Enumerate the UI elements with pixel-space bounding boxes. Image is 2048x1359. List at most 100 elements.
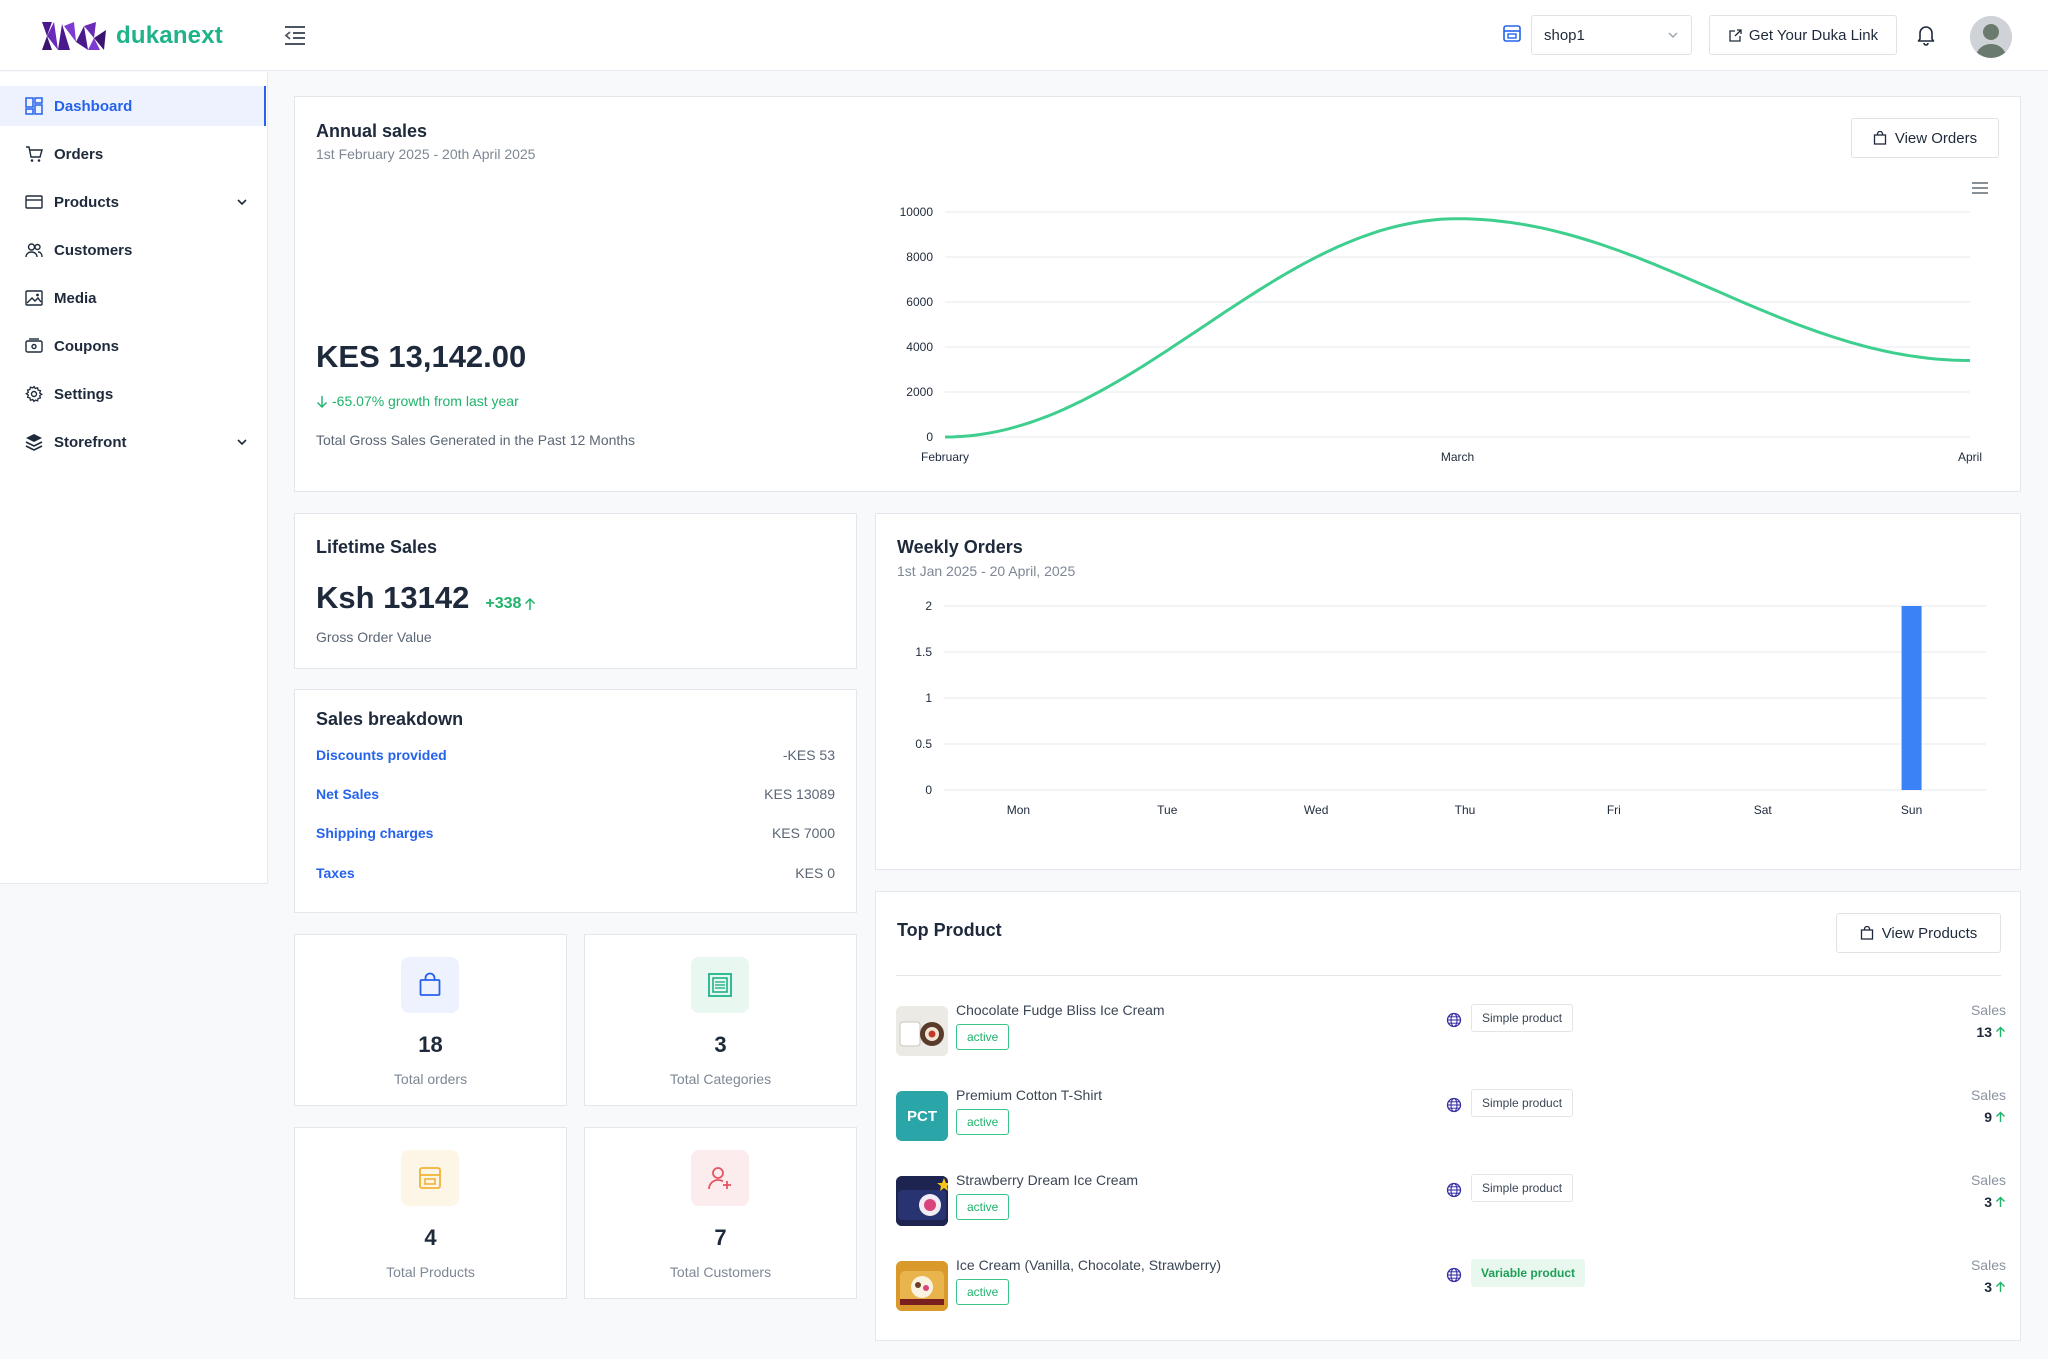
sales-breakdown-card: Sales breakdown Discounts provided -KES … bbox=[294, 689, 857, 913]
sidebar-item-settings[interactable]: Settings bbox=[0, 374, 266, 414]
collapse-menu-icon bbox=[284, 26, 305, 45]
x-tick-label: Sun bbox=[1901, 803, 1922, 817]
status-badge: active bbox=[956, 1194, 1010, 1220]
status-badge: active bbox=[956, 1024, 1010, 1050]
product-type-badge: Simple product bbox=[1471, 1174, 1574, 1202]
list-item[interactable]: Chocolate Fudge Bliss Ice Cream active S… bbox=[896, 996, 2018, 1068]
breakdown-value-net-sales: KES 13089 bbox=[764, 786, 835, 802]
annual-sales-chart: 0 2000 4000 6000 8000 10000 February March April bbox=[900, 205, 1982, 464]
arrow-up-icon bbox=[1996, 1281, 2005, 1292]
list-item[interactable]: Strawberry Dream Ice Cream active Simple… bbox=[896, 1166, 2018, 1238]
status-badge: active bbox=[956, 1109, 1010, 1135]
stat-card-total-orders[interactable]: 18 Total orders bbox=[294, 934, 567, 1106]
product-type-badge: Simple product bbox=[1471, 1004, 1574, 1032]
top-bar: dukanext shop1 Get Your Duka Link bbox=[0, 0, 2048, 71]
box-icon bbox=[25, 193, 43, 211]
image-icon bbox=[25, 289, 43, 307]
y-tick-label: 10000 bbox=[900, 205, 934, 219]
ice-cream-tub-icon bbox=[896, 1261, 948, 1311]
top-product-card: Top Product View Products Chocolate Fudg… bbox=[875, 891, 2021, 1341]
shopping-bag-icon bbox=[1873, 131, 1887, 145]
view-orders-button[interactable]: View Orders bbox=[1851, 118, 1999, 158]
shopping-bag-icon bbox=[419, 972, 441, 996]
shop-select[interactable]: shop1 bbox=[1531, 15, 1692, 55]
avatar[interactable] bbox=[1970, 16, 2012, 58]
y-tick-label: 8000 bbox=[906, 250, 933, 264]
list-item[interactable]: Ice Cream (Vanilla, Chocolate, Strawberr… bbox=[896, 1251, 2018, 1323]
annual-sales-amount: KES 13,142.00 bbox=[316, 339, 527, 374]
breakdown-value-discounts: -KES 53 bbox=[782, 747, 835, 763]
get-duka-link-button[interactable]: Get Your Duka Link bbox=[1709, 15, 1897, 55]
product-name[interactable]: Strawberry Dream Ice Cream bbox=[956, 1172, 1139, 1188]
sales-label: Sales bbox=[1970, 1002, 2006, 1018]
annual-sales-title: Annual sales bbox=[316, 121, 428, 141]
stat-value: 4 bbox=[424, 1225, 437, 1250]
product-name[interactable]: Chocolate Fudge Bliss Ice Cream bbox=[956, 1002, 1165, 1018]
user-avatar-icon bbox=[1970, 16, 2012, 58]
stat-value: 18 bbox=[418, 1032, 443, 1057]
sidebar-item-coupons[interactable]: Coupons bbox=[0, 326, 266, 366]
view-orders-label: View Orders bbox=[1894, 129, 1978, 147]
lifetime-sales-delta-wrap: +338 bbox=[485, 595, 536, 613]
annual-sales-subtitle: 1st February 2025 - 20th April 2025 bbox=[316, 146, 536, 162]
chart-menu-icon[interactable] bbox=[1971, 181, 1989, 195]
sales-value: 3 bbox=[1984, 1279, 2006, 1295]
x-tick-label: February bbox=[921, 450, 969, 464]
product-thumbnail bbox=[896, 1176, 948, 1226]
x-tick-label: Wed bbox=[1304, 803, 1328, 817]
stat-label: Total Categories bbox=[669, 1071, 772, 1087]
menu-toggle-button[interactable] bbox=[283, 24, 307, 46]
add-user-icon bbox=[708, 1167, 731, 1190]
stat-card-total-categories[interactable]: 3 Total Categories bbox=[584, 934, 857, 1106]
arrow-down-icon bbox=[317, 395, 327, 408]
divider bbox=[896, 975, 2001, 976]
sidebar-item-label: Products bbox=[54, 193, 120, 211]
sidebar-item-products[interactable]: Products bbox=[0, 182, 266, 222]
series-line bbox=[944, 217, 1971, 439]
sidebar-item-orders[interactable]: Orders bbox=[0, 134, 266, 174]
y-tick-label: 0 bbox=[926, 430, 933, 444]
x-tick-label: Sat bbox=[1754, 803, 1773, 817]
sidebar-item-storefront[interactable]: Storefront bbox=[0, 422, 266, 462]
lifetime-sales-figure: Ksh 13142 +338 bbox=[316, 580, 536, 616]
x-tick-label: March bbox=[1441, 450, 1474, 464]
stat-card-total-products[interactable]: 4 Total Products bbox=[294, 1127, 567, 1299]
bar bbox=[1901, 606, 1922, 790]
logo[interactable]: dukanext bbox=[40, 20, 223, 52]
get-duka-link-label: Get Your Duka Link bbox=[1748, 26, 1879, 44]
cart-icon bbox=[25, 145, 43, 163]
breakdown-label-discounts[interactable]: Discounts provided bbox=[316, 747, 447, 763]
store-icon bbox=[1503, 25, 1521, 42]
bell-icon[interactable] bbox=[1914, 22, 1938, 46]
product-name[interactable]: Ice Cream (Vanilla, Chocolate, Strawberr… bbox=[956, 1257, 1222, 1273]
y-tick-label: 0 bbox=[925, 783, 932, 797]
weekly-orders-title: Weekly Orders bbox=[897, 537, 1023, 557]
top-product-title: Top Product bbox=[897, 920, 1002, 940]
status-badge: active bbox=[956, 1279, 1010, 1305]
sales-count: 9 bbox=[1984, 1109, 1992, 1125]
y-tick-label: 0.5 bbox=[915, 737, 932, 751]
sidebar-item-media[interactable]: Media bbox=[0, 278, 266, 318]
sales-label: Sales bbox=[1970, 1087, 2006, 1103]
weekly-orders-chart: 0 0.5 1 1.5 2 Mon Tue Wed Thu Fri Sat Sun bbox=[915, 599, 1986, 817]
sidebar-item-dashboard[interactable]: Dashboard bbox=[0, 86, 266, 126]
y-tick-label: 1.5 bbox=[915, 645, 932, 659]
view-products-button[interactable]: View Products bbox=[1836, 913, 2001, 953]
list-item[interactable]: PCT Premium Cotton T-Shirt active Simple… bbox=[896, 1081, 2018, 1153]
store-icon bbox=[419, 1167, 441, 1189]
breakdown-label-net-sales[interactable]: Net Sales bbox=[316, 786, 380, 802]
arrow-up-icon bbox=[1996, 1196, 2005, 1207]
stat-card-total-customers[interactable]: 7 Total Customers bbox=[584, 1127, 857, 1299]
product-name[interactable]: Premium Cotton T-Shirt bbox=[956, 1087, 1103, 1103]
sidebar-item-label: Media bbox=[54, 289, 97, 307]
product-thumbnail bbox=[896, 1261, 948, 1311]
arrow-up-icon bbox=[1996, 1026, 2005, 1037]
sales-value: 3 bbox=[1984, 1194, 2006, 1210]
dashboard-icon bbox=[25, 97, 43, 115]
y-tick-label: 2 bbox=[925, 599, 932, 613]
annual-sales-caption: Total Gross Sales Generated in the Past … bbox=[316, 432, 636, 448]
breakdown-label-shipping[interactable]: Shipping charges bbox=[316, 825, 434, 841]
ice-cream-tub-icon bbox=[896, 1006, 948, 1056]
breakdown-label-taxes[interactable]: Taxes bbox=[316, 865, 355, 881]
sidebar-item-customers[interactable]: Customers bbox=[0, 230, 266, 270]
